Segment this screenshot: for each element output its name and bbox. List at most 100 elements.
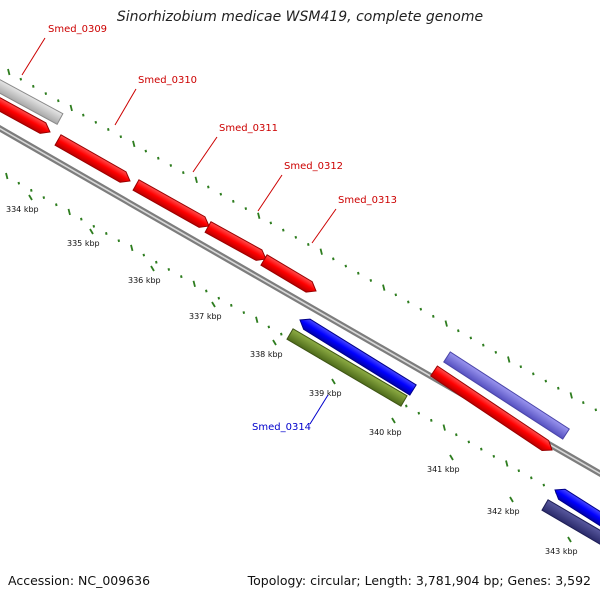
gene-arrow-smed-0310-shape[interactable]	[54, 134, 133, 186]
gene-arrow-smed-0309-shape[interactable]	[0, 92, 53, 138]
lower-tick-mark	[167, 267, 171, 271]
gene-arrow-smed-0313[interactable]	[260, 254, 319, 296]
upper-tick-mark	[469, 336, 473, 340]
scale-major-tick	[391, 417, 396, 424]
lower-tick-mark	[55, 203, 58, 207]
upper-tick-mark	[569, 392, 573, 399]
gene-box-smed-0314[interactable]	[286, 328, 408, 407]
lower-tick-mark	[117, 239, 121, 243]
gene-label-leader	[311, 208, 337, 244]
gene-label-leader	[309, 394, 329, 425]
lower-tick-mark	[455, 433, 458, 437]
scale-label: 337 kbp	[189, 312, 222, 321]
upper-tick-mark	[307, 243, 310, 246]
upper-tick-mark	[344, 264, 348, 268]
lower-tick-mark	[442, 424, 446, 431]
gene-label-leader	[114, 88, 137, 126]
upper-tick-mark	[169, 163, 173, 167]
gene-box-lavender-shape[interactable]	[443, 351, 570, 440]
upper-tick-mark	[394, 293, 398, 297]
gene-arrow-smed-0313-shape[interactable]	[260, 254, 319, 296]
lower-tick-mark	[205, 289, 208, 293]
gene-arrow-smed-0311[interactable]	[132, 179, 212, 231]
scale-label: 339 kbp	[309, 389, 342, 398]
scale-major-tick	[331, 378, 336, 385]
scale-major-tick	[567, 536, 572, 543]
gene-arrow-blue-right[interactable]	[552, 485, 600, 534]
lower-tick-mark	[530, 476, 533, 480]
lower-tick-mark	[130, 244, 134, 252]
lower-tick-mark	[505, 460, 509, 467]
upper-tick-mark	[132, 140, 136, 148]
scale-major-tick	[211, 301, 216, 308]
upper-tick-mark	[382, 284, 386, 291]
scale-label: 338 kbp	[250, 350, 283, 359]
gene-label-smed-0313[interactable]: Smed_0313	[338, 195, 397, 206]
lower-tick-mark	[517, 469, 521, 473]
lower-tick-mark	[242, 311, 246, 315]
scale-major-tick	[272, 339, 277, 346]
gene-arrow-red-right-shape[interactable]	[429, 365, 556, 455]
upper-tick-mark	[582, 401, 585, 405]
gene-arrow-smed-0310[interactable]	[54, 134, 133, 186]
gene-arrow-blue-right-shape[interactable]	[552, 485, 600, 534]
gene-label-leader	[192, 136, 218, 173]
gene-arrow-smed-0312[interactable]	[204, 221, 269, 265]
gene-arrow-red-right[interactable]	[429, 365, 556, 455]
gene-arrow-smed-0309[interactable]	[0, 92, 53, 138]
upper-tick-mark	[557, 386, 560, 390]
upper-tick-mark	[519, 365, 523, 369]
upper-tick-mark	[419, 307, 423, 311]
lower-tick-mark	[280, 332, 283, 336]
scale-major-tick	[150, 265, 155, 272]
gene-label-leader	[257, 174, 283, 212]
scale-label: 342 kbp	[487, 507, 520, 516]
upper-tick-mark	[44, 92, 48, 96]
lower-tick-mark	[80, 217, 83, 221]
gene-box-smed-0314-shape[interactable]	[286, 328, 408, 407]
lower-tick-mark	[17, 181, 21, 185]
scale-label: 341 kbp	[427, 465, 460, 474]
upper-tick-mark	[532, 372, 535, 376]
gene-arrow-smed-0312-shape[interactable]	[204, 221, 269, 265]
upper-tick-mark	[332, 257, 335, 261]
gene-box-lavender[interactable]	[443, 351, 570, 440]
gene-box-navy[interactable]	[541, 499, 600, 552]
gene-label-smed-0310[interactable]: Smed_0310	[138, 75, 197, 86]
lower-tick-mark	[405, 404, 408, 408]
upper-tick-mark	[232, 199, 235, 203]
upper-tick-mark	[219, 192, 223, 196]
gene-box-grey[interactable]	[0, 74, 64, 125]
upper-tick-mark	[507, 356, 511, 363]
lower-tick-mark	[267, 325, 271, 329]
lower-tick-mark	[155, 260, 158, 264]
upper-tick-mark	[32, 84, 35, 88]
upper-tick-mark	[119, 135, 123, 139]
upper-tick-mark	[594, 408, 598, 412]
upper-tick-mark	[294, 235, 298, 239]
gene-label-smed-0312[interactable]: Smed_0312	[284, 161, 343, 172]
map-title: Sinorhizobium medicae WSM419, complete g…	[116, 9, 484, 25]
upper-tick-mark	[82, 113, 85, 117]
upper-tick-mark	[244, 207, 248, 211]
gene-label-smed-0311[interactable]: Smed_0311	[219, 123, 278, 134]
gene-box-grey-shape[interactable]	[0, 74, 64, 125]
lower-tick-mark	[142, 253, 146, 257]
accession-text: Accession: NC_009636	[8, 573, 151, 588]
gene-box-navy-shape[interactable]	[541, 499, 600, 552]
lower-tick-mark	[480, 447, 483, 451]
lower-tick-mark	[67, 208, 71, 216]
upper-tick-mark	[457, 329, 460, 333]
gene-arrow-blue-center-shape[interactable]	[297, 315, 417, 396]
upper-tick-mark	[482, 343, 485, 347]
gene-arrow-smed-0311-shape[interactable]	[132, 179, 212, 231]
scale-label: 343 kbp	[545, 547, 578, 556]
gene-arrow-blue-center[interactable]	[297, 315, 417, 396]
gene-label-smed-0309[interactable]: Smed_0309	[48, 24, 107, 35]
gene-label-smed-0314[interactable]: Smed_0314	[252, 422, 311, 433]
scale-label: 336 kbp	[128, 276, 161, 285]
lower-tick-mark	[30, 188, 33, 192]
scale-major-tick	[449, 454, 454, 461]
upper-tick-mark	[194, 176, 198, 184]
